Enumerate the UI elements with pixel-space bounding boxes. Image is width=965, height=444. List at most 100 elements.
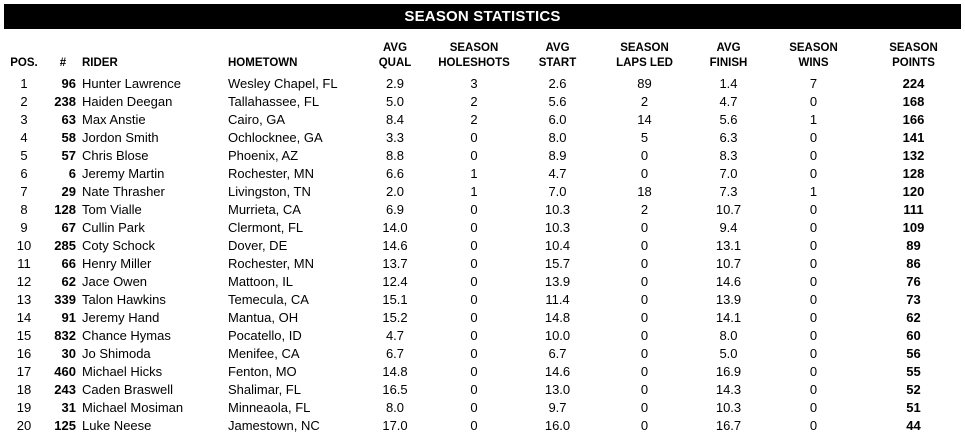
cell-season-points: 51: [906, 400, 921, 415]
cell-season-laps-led: 0: [640, 382, 649, 397]
cell-avg-qual: 6.7: [385, 346, 405, 361]
table-row: 13 339 Talon Hawkins Temecula, CA 15.1 0 11.4 0…: [4, 291, 961, 309]
table-row: 2 238 Haiden Deegan Tallahassee, FL 5.0 2 5.6 2…: [4, 93, 961, 111]
cell-season-holeshots: 0: [470, 418, 478, 433]
cell-rider-number: 238: [54, 94, 76, 109]
cell-position: 14: [16, 310, 32, 325]
cell-avg-start: 10.4: [544, 238, 571, 253]
cell-avg-start: 15.7: [544, 256, 571, 271]
cell-rider-number: 63: [61, 112, 76, 127]
cell-avg-finish: 10.7: [715, 256, 742, 271]
cell-season-points: 224: [902, 76, 925, 91]
cell-rider-name: Michael Mosiman: [82, 400, 184, 415]
cell-position: 13: [16, 292, 32, 307]
cell-hometown: Phoenix, AZ: [228, 148, 299, 163]
cell-avg-qual: 8.0: [385, 400, 405, 415]
cell-avg-qual: 16.5: [382, 382, 408, 397]
cell-hometown: Livingston, TN: [228, 184, 311, 199]
cell-season-holeshots: 0: [470, 346, 478, 361]
header-number: #: [59, 57, 67, 69]
cell-season-laps-led: 0: [640, 400, 649, 415]
cell-avg-qual: 15.2: [382, 310, 408, 325]
cell-season-wins: 0: [809, 94, 818, 109]
cell-season-holeshots: 0: [470, 256, 478, 271]
cell-position: 8: [20, 202, 28, 217]
cell-season-points: 111: [903, 202, 924, 217]
cell-season-points: 168: [902, 94, 925, 109]
cell-season-laps-led: 0: [640, 166, 649, 181]
cell-avg-finish: 7.0: [719, 166, 738, 181]
cell-season-laps-led: 0: [640, 346, 649, 361]
cell-season-laps-led: 89: [637, 76, 652, 91]
cell-season-holeshots: 1: [470, 184, 478, 199]
cell-rider-number: 125: [54, 418, 76, 433]
cell-avg-start: 6.7: [548, 346, 567, 361]
cell-season-wins: 0: [809, 364, 818, 379]
cell-season-points: 44: [906, 418, 921, 433]
cell-avg-start: 8.0: [548, 130, 567, 145]
cell-rider-number: 285: [54, 238, 76, 253]
cell-season-points: 109: [902, 220, 925, 235]
table-row: 17 460 Michael Hicks Fenton, MO 14.8 0 14.6 0 16…: [4, 363, 961, 381]
cell-position: 2: [20, 94, 28, 109]
cell-season-wins: 1: [809, 184, 818, 199]
cell-season-wins: 0: [809, 220, 818, 235]
cell-avg-qual: 4.7: [385, 328, 405, 343]
cell-season-laps-led: 0: [640, 148, 649, 163]
cell-avg-finish: 14.6: [715, 274, 742, 289]
cell-hometown: Wesley Chapel, FL: [228, 76, 338, 91]
cell-avg-start: 14.8: [544, 310, 571, 325]
cell-season-wins: 0: [809, 382, 818, 397]
cell-season-wins: 0: [809, 238, 818, 253]
table-row: 14 91 Jeremy Hand Mantua, OH 15.2 0 14.8 0 14.1 0…: [4, 309, 961, 327]
cell-season-points: 62: [906, 310, 921, 325]
cell-avg-finish: 5.0: [719, 346, 738, 361]
header-avg-qual: AVG QUAL: [378, 42, 412, 69]
cell-rider-number: 58: [61, 130, 76, 145]
cell-avg-start: 8.9: [548, 148, 567, 163]
header-hometown: HOMETOWN: [228, 57, 298, 69]
header-row: POS. # RIDER HOMETOWN AVG QUAL SEASON HOLE…: [4, 40, 961, 75]
header-avg-start: AVG START: [538, 42, 577, 69]
cell-season-points: 60: [906, 328, 921, 343]
table-row: 4 58 Jordon Smith Ochlocknee, GA 3.3 0 8.0 5 6.3…: [4, 129, 961, 147]
cell-season-holeshots: 0: [470, 328, 478, 343]
cell-hometown: Fenton, MO: [228, 364, 297, 379]
cell-avg-start: 14.6: [544, 364, 571, 379]
cell-season-holeshots: 2: [470, 94, 478, 109]
cell-avg-qual: 13.7: [382, 256, 408, 271]
cell-season-points: 141: [902, 130, 925, 145]
cell-avg-finish: 14.1: [715, 310, 742, 325]
cell-season-laps-led: 0: [640, 310, 649, 325]
cell-avg-qual: 14.8: [382, 364, 408, 379]
cell-season-holeshots: 0: [470, 274, 478, 289]
cell-avg-start: 10.3: [544, 220, 571, 235]
cell-season-holeshots: 0: [470, 400, 478, 415]
cell-season-wins: 7: [809, 76, 818, 91]
cell-hometown: Cairo, GA: [228, 112, 286, 127]
cell-avg-start: 4.7: [548, 166, 567, 181]
cell-season-holeshots: 0: [470, 238, 478, 253]
cell-avg-finish: 7.3: [719, 184, 738, 199]
cell-season-holeshots: 0: [470, 364, 478, 379]
table-row: 15 832 Chance Hymas Pocatello, ID 4.7 0 10.0 0 8…: [4, 327, 961, 345]
cell-rider-number: 91: [61, 310, 76, 325]
header-season-laps-led: SEASON LAPS LED: [616, 42, 673, 69]
cell-avg-qual: 8.8: [385, 148, 405, 163]
table-row: 1 96 Hunter Lawrence Wesley Chapel, FL 2.9 3 2…: [4, 75, 961, 93]
cell-season-points: 55: [906, 364, 921, 379]
cell-season-points: 120: [902, 184, 925, 199]
cell-avg-qual: 12.4: [382, 274, 408, 289]
cell-avg-qual: 6.9: [385, 202, 405, 217]
cell-season-laps-led: 14: [637, 112, 652, 127]
cell-rider-name: Chance Hymas: [82, 328, 171, 343]
cell-season-wins: 0: [809, 418, 818, 433]
cell-position: 17: [16, 364, 32, 379]
cell-rider-name: Talon Hawkins: [82, 292, 166, 307]
cell-rider-name: Hunter Lawrence: [82, 76, 181, 91]
cell-season-points: 76: [906, 274, 921, 289]
cell-avg-start: 16.0: [544, 418, 571, 433]
cell-season-laps-led: 0: [640, 256, 649, 271]
table-row: 3 63 Max Anstie Cairo, GA 8.4 2 6.0 14 5.6 1 166: [4, 111, 961, 129]
